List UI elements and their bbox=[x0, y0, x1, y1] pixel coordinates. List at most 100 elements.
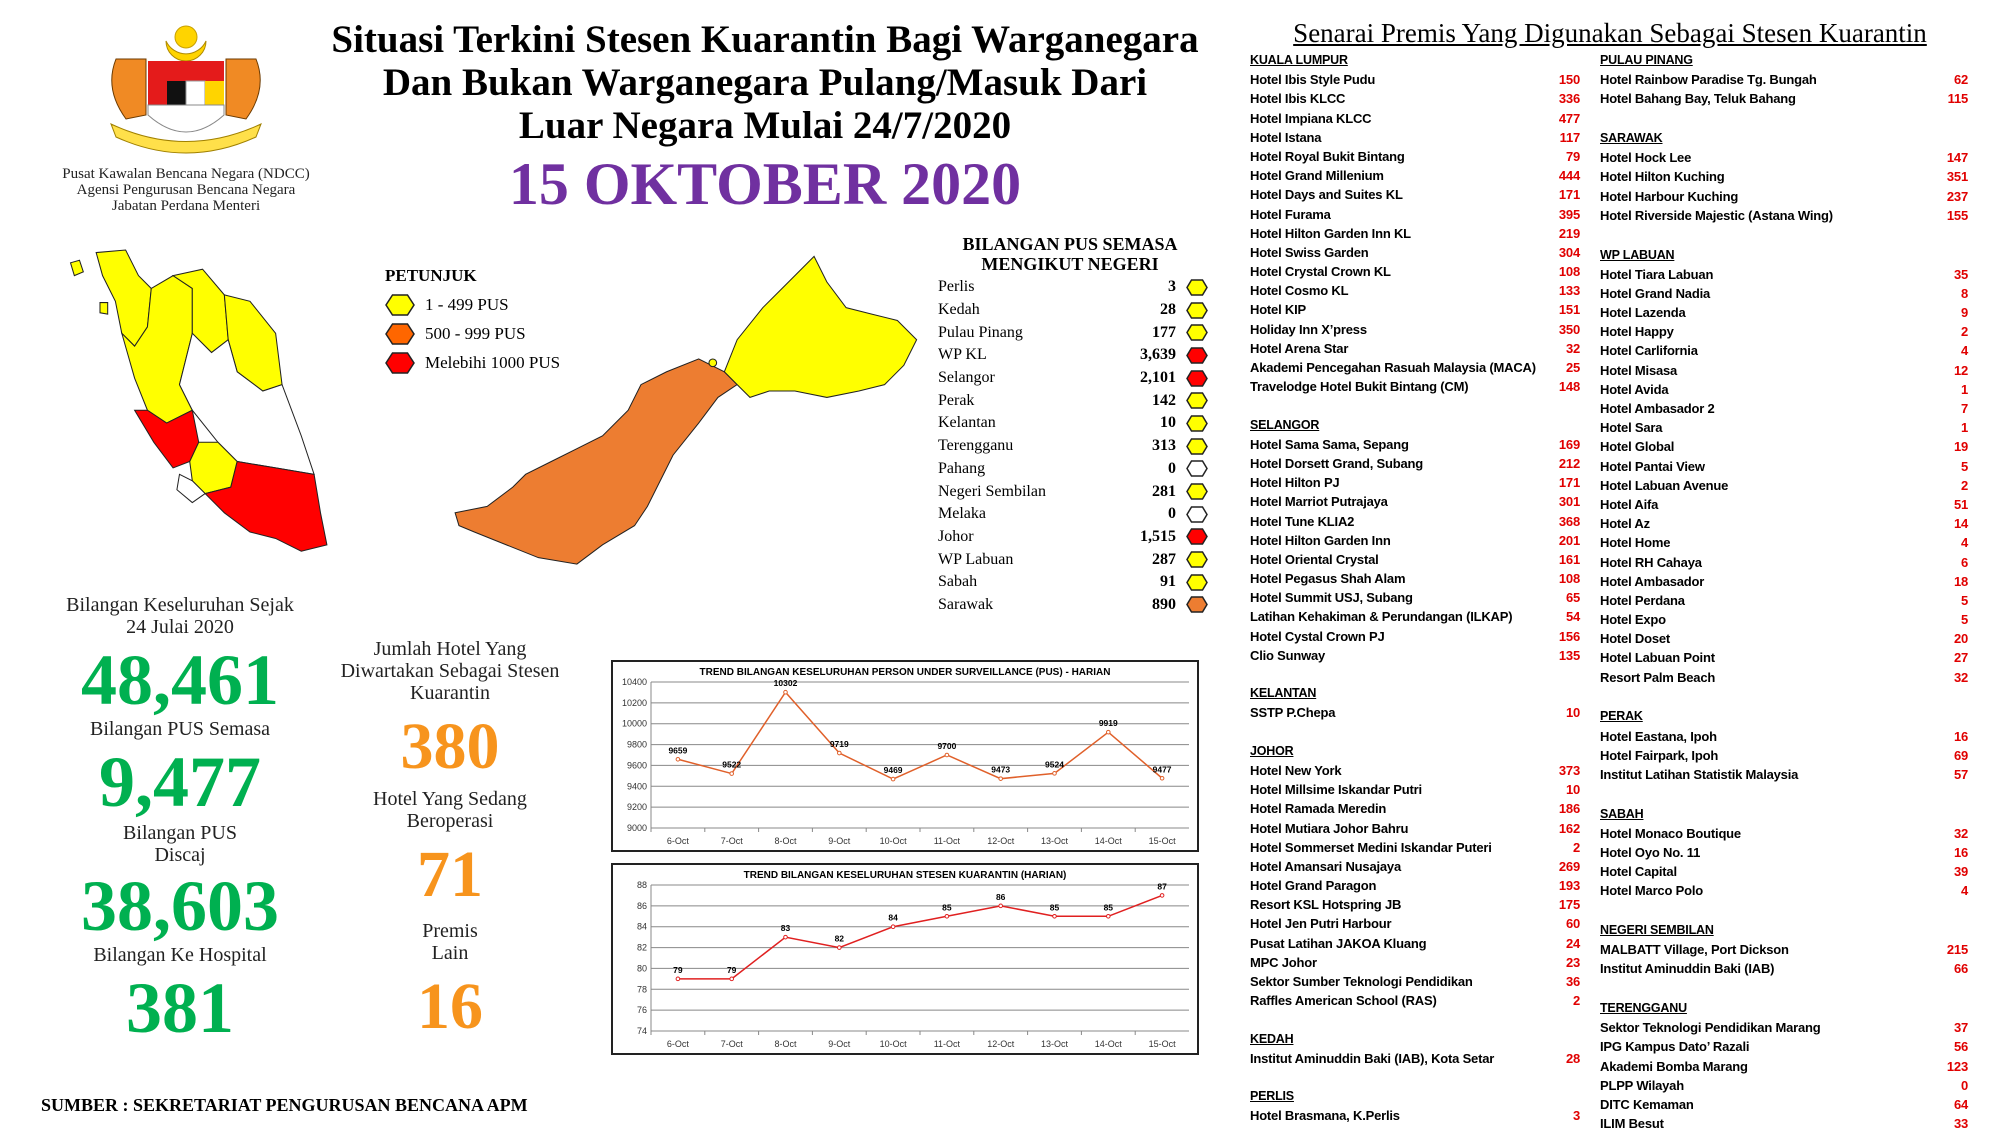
premise-item: IPG Kampus Dato’ Razali 56 bbox=[1600, 1039, 1968, 1058]
state-name: WP Labuan bbox=[938, 550, 1014, 568]
state-value: 177 bbox=[1152, 323, 1176, 341]
premise-name: Hotel Home bbox=[1600, 535, 1671, 551]
x-tick-label: 10-Oct bbox=[880, 836, 908, 846]
premise-item: Hotel Az 14 bbox=[1600, 516, 1968, 535]
hexagon-level-icon bbox=[1186, 347, 1208, 364]
current-label: Bilangan PUS Semasa bbox=[90, 718, 270, 740]
state-row: Selangor 2,101 bbox=[938, 367, 1208, 390]
premise-item: Hotel Expo 5 bbox=[1600, 612, 1968, 631]
premise-item: Hotel Oriental Crystal 161 bbox=[1250, 552, 1580, 571]
premise-count: 5 bbox=[1960, 592, 1968, 608]
hexagon-level-icon bbox=[1186, 460, 1208, 478]
premise-count: 9 bbox=[1960, 305, 1968, 321]
premise-item: Hotel Ibis Style Pudu 150 bbox=[1250, 72, 1580, 91]
map-sarawak bbox=[454, 358, 738, 565]
premise-name: Hotel Capital bbox=[1600, 864, 1677, 880]
premise-item: Hotel Aifa 51 bbox=[1600, 497, 1968, 516]
hexagon-swatch-icon bbox=[385, 351, 415, 374]
y-tick-label: 76 bbox=[637, 1005, 647, 1015]
premise-count: 150 bbox=[1558, 72, 1580, 88]
x-tick-label: 14-Oct bbox=[1095, 1039, 1123, 1049]
stats-panel: Bilangan Keseluruhan Sejak 24 Julai 2020 … bbox=[30, 594, 330, 1044]
premise-name: Hotel Expo bbox=[1600, 612, 1666, 628]
premise-count: 171 bbox=[1558, 187, 1580, 203]
premise-item: Hotel Lazenda 9 bbox=[1600, 305, 1968, 324]
premise-item: Hotel KIP 151 bbox=[1250, 302, 1580, 321]
premise-name: Hotel Crystal Crown KL bbox=[1250, 264, 1391, 280]
x-tick-label: 14-Oct bbox=[1095, 836, 1123, 846]
hexagon-level-icon bbox=[1186, 528, 1208, 546]
premise-item: Hotel Ibis KLCC 336 bbox=[1250, 91, 1580, 110]
premise-item: Institut Aminuddin Baki (IAB) 66 bbox=[1600, 961, 1968, 980]
premise-name: Hotel Carlifornia bbox=[1600, 343, 1698, 359]
legend-label: 500 - 999 PUS bbox=[425, 323, 526, 343]
premise-name: Hotel Doset bbox=[1600, 631, 1671, 647]
data-label: 85 bbox=[1050, 902, 1060, 912]
premise-name: Hotel Impiana KLCC bbox=[1250, 110, 1372, 126]
premise-count: 5 bbox=[1960, 458, 1968, 474]
premise-count: 69 bbox=[1953, 747, 1968, 763]
premise-item: Latihan Kehakiman & Perundangan (ILKAP) 5… bbox=[1250, 609, 1580, 628]
premise-count: 64 bbox=[1953, 1097, 1968, 1112]
state-name: Negeri Sembilan bbox=[938, 482, 1046, 500]
hexagon-level-icon bbox=[1186, 505, 1208, 523]
data-point bbox=[783, 934, 788, 940]
premise-count: 2 bbox=[1960, 477, 1968, 493]
premise-item: Hotel Labuan Point 27 bbox=[1600, 650, 1968, 669]
premise-item: Hotel Pantai View 5 bbox=[1600, 459, 1968, 478]
data-point bbox=[837, 750, 842, 756]
premise-name: Hotel Harbour Kuching bbox=[1600, 188, 1739, 204]
agency-name: Pusat Kawalan Bencana Negara (NDCC) Agen… bbox=[36, 166, 336, 214]
state-row: Johor 1,515 bbox=[938, 526, 1208, 549]
y-tick-label: 9600 bbox=[627, 760, 647, 770]
data-point bbox=[729, 976, 734, 982]
state-name: Perak bbox=[938, 391, 975, 409]
premise-item: Hotel Amansari Nusajaya 269 bbox=[1250, 859, 1580, 878]
states-table-title: BILANGAN PUS SEMASA MENGIKUT NEGERI bbox=[930, 234, 1210, 274]
premise-count: 169 bbox=[1558, 436, 1580, 452]
premise-name: Hotel Perdana bbox=[1600, 592, 1685, 608]
hexagon-level-icon bbox=[1186, 596, 1208, 614]
premise-item: Akademi Bomba Marang 123 bbox=[1600, 1059, 1968, 1078]
data-point bbox=[1106, 913, 1111, 919]
premise-name: Hotel Grand Millenium bbox=[1250, 168, 1384, 184]
premise-count: 24 bbox=[1565, 935, 1580, 951]
premise-item: Resort KSL Hotspring JB 175 bbox=[1250, 897, 1580, 916]
premise-count: 6 bbox=[1960, 554, 1968, 570]
state-name: Pahang bbox=[938, 459, 986, 477]
report-date: 15 OKTOBER 2020 bbox=[508, 151, 1022, 217]
data-label: 85 bbox=[942, 902, 952, 912]
x-tick-label: 8-Oct bbox=[774, 836, 797, 846]
other-label: Premis Lain bbox=[422, 920, 478, 964]
premise-count: 151 bbox=[1558, 302, 1580, 318]
premise-count: 373 bbox=[1558, 762, 1580, 778]
premise-name: Hotel Grand Paragon bbox=[1250, 878, 1377, 894]
hexagon-swatch-icon bbox=[385, 322, 415, 345]
state-section-header: PERLIS bbox=[1250, 1089, 1580, 1108]
state-name: Selangor bbox=[938, 369, 995, 387]
data-label: 84 bbox=[888, 913, 898, 923]
y-tick-label: 84 bbox=[637, 922, 647, 932]
premise-count: 350 bbox=[1558, 321, 1580, 337]
premise-name: Hotel Days and Suites KL bbox=[1250, 187, 1403, 203]
state-section-header: SELANGOR bbox=[1250, 418, 1580, 437]
premise-name: Hotel Cosmo KL bbox=[1250, 283, 1349, 299]
premise-count: 162 bbox=[1558, 820, 1580, 836]
premises-title: Senarai Premis Yang Digunakan Sebagai St… bbox=[1293, 18, 1927, 48]
premise-item: Institut Latihan Statistik Malaysia 57 bbox=[1600, 767, 1968, 786]
premise-item: Hotel Hilton Garden Inn 201 bbox=[1250, 533, 1580, 552]
premise-count: 16 bbox=[1953, 728, 1968, 744]
x-tick-label: 6-Oct bbox=[667, 836, 690, 846]
premise-count: 108 bbox=[1558, 264, 1580, 280]
premise-item: MALBATT Village, Port Dickson 215 bbox=[1600, 942, 1968, 961]
hexagon-level-icon bbox=[1186, 301, 1208, 319]
premise-count: 7 bbox=[1960, 401, 1968, 416]
legend-label: Melebihi 1000 PUS bbox=[425, 352, 561, 372]
chart-title: TREND BILANGAN KESELURUHAN STESEN KUARAN… bbox=[744, 870, 1067, 881]
premise-count: 51 bbox=[1953, 496, 1968, 512]
premise-count: 156 bbox=[1558, 628, 1580, 644]
premise-item: Hotel Impiana KLCC 477 bbox=[1250, 111, 1580, 130]
premise-count: 35 bbox=[1953, 266, 1968, 282]
hospital-label: Bilangan Ke Hospital bbox=[93, 944, 267, 966]
agency-line: Jabatan Perdana Menteri bbox=[111, 198, 261, 214]
